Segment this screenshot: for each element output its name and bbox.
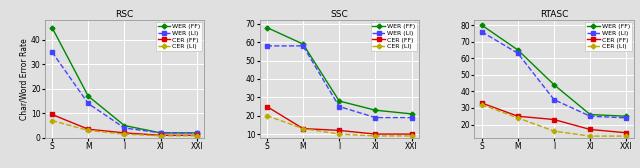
CER (LI)	[335, 133, 343, 135]
CER (FF)	[623, 132, 630, 134]
WER (FF)	[335, 100, 343, 102]
WER (LI)	[372, 117, 380, 119]
CER (LI)	[299, 128, 307, 130]
CER (FF)	[408, 133, 415, 135]
WER (FF)	[550, 84, 558, 86]
CER (FF)	[299, 128, 307, 130]
Line: CER (LI): CER (LI)	[480, 103, 628, 138]
Title: RSC: RSC	[115, 10, 134, 19]
CER (FF)	[193, 134, 200, 136]
CER (FF)	[157, 134, 164, 136]
CER (FF)	[550, 119, 558, 121]
Line: WER (FF): WER (FF)	[265, 26, 413, 116]
WER (FF)	[372, 109, 380, 111]
WER (FF)	[48, 27, 56, 29]
WER (FF)	[120, 124, 128, 127]
CER (FF)	[372, 133, 380, 135]
CER (LI)	[478, 104, 486, 106]
Line: WER (LI): WER (LI)	[480, 30, 628, 120]
Legend: WER (FF), WER (LI), CER (FF), CER (LI): WER (FF), WER (LI), CER (FF), CER (LI)	[156, 22, 202, 51]
WER (FF)	[408, 113, 415, 115]
WER (FF)	[84, 95, 92, 97]
WER (LI)	[263, 45, 271, 47]
Y-axis label: Char/Word Error Rate: Char/Word Error Rate	[19, 38, 28, 120]
WER (FF)	[478, 24, 486, 26]
CER (LI)	[623, 135, 630, 137]
WER (FF)	[586, 114, 594, 116]
CER (LI)	[48, 120, 56, 122]
CER (LI)	[120, 133, 128, 135]
WER (FF)	[514, 49, 522, 51]
WER (LI)	[623, 117, 630, 119]
Line: CER (FF): CER (FF)	[480, 101, 628, 135]
WER (FF)	[193, 132, 200, 134]
Legend: WER (FF), WER (LI), CER (FF), CER (LI): WER (FF), WER (LI), CER (FF), CER (LI)	[371, 22, 417, 51]
Line: WER (FF): WER (FF)	[480, 23, 628, 118]
CER (FF)	[263, 106, 271, 108]
WER (LI)	[550, 99, 558, 101]
CER (LI)	[157, 135, 164, 137]
WER (FF)	[157, 132, 164, 134]
CER (FF)	[478, 102, 486, 104]
WER (LI)	[193, 132, 200, 134]
CER (LI)	[550, 130, 558, 132]
Line: WER (LI): WER (LI)	[51, 50, 198, 135]
Line: CER (LI): CER (LI)	[265, 114, 413, 138]
WER (LI)	[120, 127, 128, 129]
WER (LI)	[48, 51, 56, 53]
WER (LI)	[514, 52, 522, 54]
Line: CER (FF): CER (FF)	[51, 113, 198, 137]
CER (FF)	[120, 132, 128, 134]
Line: CER (LI): CER (LI)	[51, 119, 198, 138]
WER (FF)	[299, 43, 307, 45]
CER (LI)	[586, 135, 594, 137]
CER (FF)	[84, 128, 92, 130]
Line: CER (FF): CER (FF)	[265, 105, 413, 136]
CER (FF)	[48, 113, 56, 115]
CER (LI)	[263, 115, 271, 117]
WER (LI)	[157, 132, 164, 134]
Legend: WER (FF), WER (LI), CER (FF), CER (LI): WER (FF), WER (LI), CER (FF), CER (LI)	[586, 22, 632, 51]
WER (LI)	[84, 102, 92, 104]
CER (FF)	[335, 129, 343, 131]
CER (LI)	[372, 135, 380, 137]
CER (FF)	[586, 129, 594, 131]
Line: WER (FF): WER (FF)	[51, 26, 198, 135]
CER (FF)	[514, 115, 522, 117]
WER (LI)	[299, 45, 307, 47]
Title: RTASC: RTASC	[540, 10, 568, 19]
Line: WER (LI): WER (LI)	[265, 44, 413, 119]
WER (FF)	[623, 115, 630, 117]
WER (LI)	[478, 31, 486, 33]
CER (LI)	[84, 129, 92, 131]
WER (LI)	[408, 117, 415, 119]
CER (LI)	[514, 117, 522, 119]
WER (FF)	[263, 27, 271, 29]
CER (LI)	[193, 135, 200, 137]
WER (LI)	[335, 106, 343, 108]
Title: SSC: SSC	[330, 10, 348, 19]
CER (LI)	[408, 135, 415, 137]
WER (LI)	[586, 115, 594, 117]
